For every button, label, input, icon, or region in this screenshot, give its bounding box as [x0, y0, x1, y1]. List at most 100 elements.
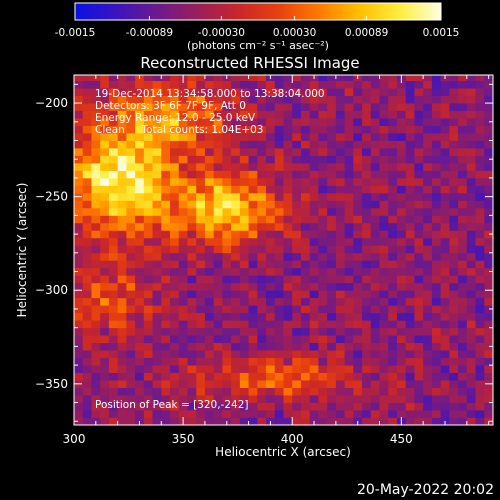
heatmap-cell [309, 267, 319, 276]
heatmap-cell [222, 305, 232, 314]
heatmap-cell [475, 342, 485, 351]
heatmap-cell [213, 162, 223, 171]
heatmap-cell [213, 252, 223, 261]
heatmap-cell [292, 260, 302, 269]
heatmap-cell [257, 125, 267, 134]
heatmap-cell [370, 155, 380, 164]
heatmap-cell [248, 125, 258, 134]
heatmap-cell [283, 140, 293, 149]
heatmap-cell [170, 372, 180, 381]
heatmap-cell [362, 335, 372, 344]
heatmap-cell [431, 222, 442, 231]
heatmap-cell [152, 305, 162, 314]
heatmap-cell [396, 207, 407, 216]
heatmap-cell [274, 95, 284, 104]
heatmap-cell [431, 110, 442, 119]
heatmap-cell [309, 275, 319, 284]
annotation-clean-counts: Clean Total counts: 1.04E+03 [95, 124, 264, 136]
heatmap-cell [449, 215, 459, 224]
heatmap-cell [274, 380, 284, 388]
heatmap-cell [292, 118, 302, 126]
heatmap-cell [379, 118, 389, 126]
heatmap-cell [405, 260, 415, 269]
heatmap-cell [379, 327, 389, 336]
heatmap-cell [440, 357, 450, 366]
heatmap-cell [266, 222, 276, 231]
heatmap-cell [396, 312, 407, 321]
heatmap-cell [248, 110, 258, 119]
heatmap-cell [126, 222, 136, 231]
heatmap-cell [248, 312, 258, 321]
heatmap-cell [379, 342, 389, 351]
heatmap-cell [135, 365, 145, 373]
heatmap-cell [257, 147, 267, 156]
heatmap-cell [292, 342, 302, 351]
heatmap-cell [466, 245, 476, 254]
heatmap-cell [274, 335, 284, 344]
heatmap-cell [475, 147, 485, 156]
heatmap-cell [108, 125, 119, 134]
heatmap-cell [266, 237, 276, 246]
heatmap-cell [449, 342, 459, 351]
heatmap-cell [292, 350, 302, 359]
heatmap-cell [388, 312, 398, 321]
heatmap-cell [344, 133, 354, 141]
heatmap-cell [257, 342, 267, 351]
heatmap-cell [440, 410, 450, 418]
heatmap-cell [196, 103, 206, 111]
heatmap-cell [239, 327, 249, 336]
heatmap-cell [231, 335, 241, 344]
heatmap-cell [396, 95, 407, 104]
heatmap-cell [283, 327, 293, 336]
heatmap-cell [388, 110, 398, 119]
heatmap-cell [423, 297, 433, 306]
heatmap-cell [196, 350, 206, 359]
heatmap-cell [74, 350, 84, 359]
heatmap-cell [300, 222, 311, 231]
heatmap-cell [239, 75, 249, 82]
heatmap-cell [108, 290, 119, 299]
heatmap-cell [135, 327, 145, 336]
heatmap-cell [196, 177, 206, 186]
heatmap-cell [196, 357, 206, 366]
heatmap-cell [161, 365, 171, 373]
heatmap-cell [283, 387, 293, 396]
heatmap-cell [117, 103, 127, 111]
heatmap-cell [152, 80, 162, 89]
heatmap-cell [248, 177, 258, 186]
heatmap-cell [353, 200, 363, 209]
heatmap-cell [143, 335, 153, 344]
heatmap-cell [458, 237, 468, 246]
heatmap-cell [327, 402, 337, 411]
heatmap-cell [266, 410, 276, 418]
heatmap-cell [423, 230, 433, 239]
heatmap-cell [100, 365, 110, 373]
heatmap-cell [466, 357, 476, 366]
heatmap-cell [231, 350, 241, 359]
heatmap-cell [152, 170, 162, 179]
heatmap-cell [135, 192, 145, 201]
heatmap-cell [405, 162, 415, 171]
heatmap-cell [327, 200, 337, 209]
heatmap-cell [475, 170, 485, 179]
heatmap-cell [484, 222, 493, 231]
heatmap-cell [74, 230, 84, 239]
heatmap-cell [126, 350, 136, 359]
heatmap-cell [309, 110, 319, 119]
heatmap-cell [370, 185, 380, 194]
heatmap-cell [405, 125, 415, 134]
heatmap-cell [248, 252, 258, 261]
heatmap-cell [135, 410, 145, 418]
heatmap-cell [431, 192, 442, 201]
heatmap-cell [239, 252, 249, 261]
heatmap-cell [440, 282, 450, 291]
heatmap-cell [117, 125, 127, 134]
heatmap-cell [257, 320, 267, 329]
heatmap-cell [484, 185, 493, 194]
heatmap-cell [292, 282, 302, 291]
heatmap-cell [300, 162, 311, 171]
heatmap-cell [187, 327, 197, 336]
heatmap-cell [213, 350, 223, 359]
heatmap-cell [143, 387, 153, 396]
heatmap-cell [161, 222, 171, 231]
